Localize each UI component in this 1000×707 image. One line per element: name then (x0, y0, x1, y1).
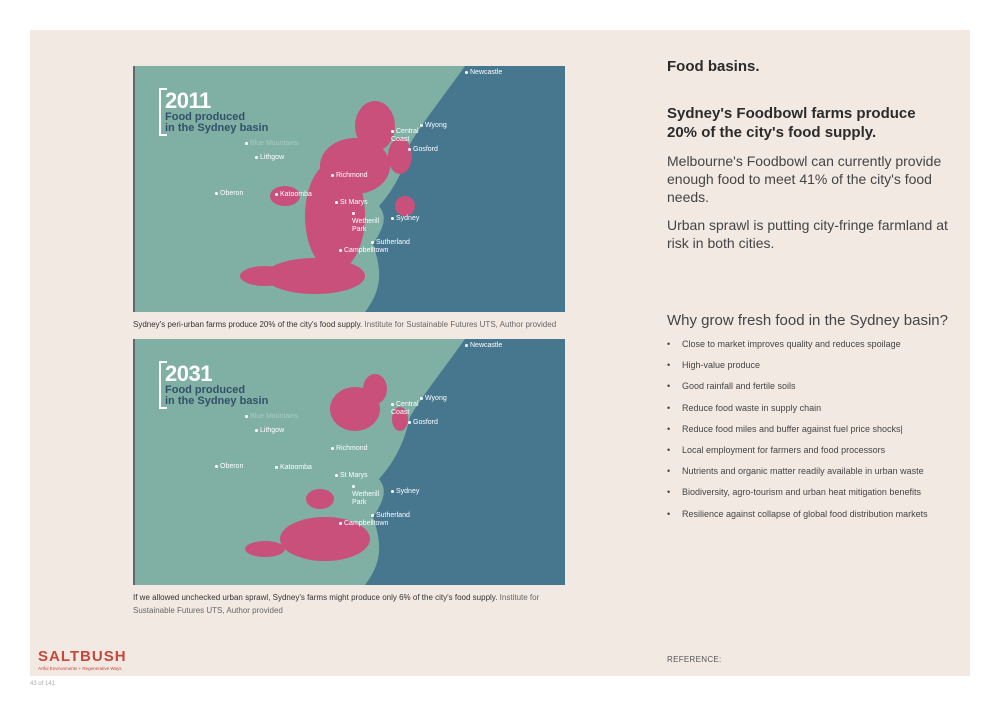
town-label: Central Coast (391, 128, 421, 144)
reference-label: REFERENCE: (667, 655, 722, 664)
map-subtitle: Food produced in the Sydney basin (165, 111, 269, 134)
town-label: Richmond (331, 172, 368, 179)
logo-tagline: Artful Environments + Regenerative Ways (38, 666, 122, 671)
bullet-list: Close to market improves quality and red… (667, 337, 957, 528)
map-caption: If we allowed unchecked urban sprawl, Sy… (133, 591, 573, 617)
map-2031-graphic (245, 339, 565, 585)
page-number: 43 of 141 (30, 681, 56, 687)
map-2011: 2011 Food produced in the Sydney basin N… (133, 66, 565, 312)
map-bracket (159, 361, 167, 409)
town-label: Lithgow (255, 427, 284, 434)
caption-source: Institute for Sustainable Futures UTS, A… (133, 593, 540, 615)
page-title: Food basins. (667, 58, 760, 75)
town-label: Wyong (420, 122, 447, 129)
paragraph: Melbourne's Foodbowl can currently provi… (667, 153, 942, 205)
map-year: 2011 (165, 88, 211, 113)
list-item: Local employment for farmers and food pr… (667, 443, 957, 464)
saltbush-logo: SALTBUSH Artful Environments + Regenerat… (38, 648, 127, 671)
list-item: Close to market improves quality and red… (667, 337, 957, 358)
town-label: Wetherill Park (352, 210, 382, 234)
town-label: Sydney (391, 215, 419, 222)
list-item: Reduce food miles and buffer against fue… (667, 422, 957, 443)
town-label: Campbelltown (339, 520, 388, 527)
map-caption: Sydney's peri-urban farms produce 20% of… (133, 318, 573, 331)
town-label: Wetherill Park (352, 483, 382, 507)
list-item: High-value produce (667, 358, 957, 379)
town-label: Central Coast (391, 401, 421, 417)
town-label: Katoomba (275, 464, 312, 471)
town-label: Oberon (215, 190, 243, 197)
town-label: Blue Mountains (245, 413, 298, 420)
town-label: Newcastle (465, 342, 502, 349)
section-heading: Why grow fresh food in the Sydney basin? (667, 312, 948, 329)
town-label: Wyong (420, 395, 447, 402)
map-2011-graphic (240, 66, 565, 312)
town-label: Newcastle (465, 69, 502, 76)
list-item: Resilience against collapse of global fo… (667, 507, 957, 528)
caption-source: Institute for Sustainable Futures UTS, A… (364, 320, 557, 329)
town-label: Oberon (215, 463, 243, 470)
map-subtitle: Food produced in the Sydney basin (165, 384, 269, 407)
town-label: Blue Mountains (245, 140, 298, 147)
town-label: Sutherland (371, 512, 410, 519)
town-label: Gosford (408, 419, 438, 426)
map-year: 2031 (165, 361, 212, 386)
town-label: Gosford (408, 146, 438, 153)
town-label: St Marys (335, 199, 368, 206)
list-item: Reduce food waste in supply chain (667, 401, 957, 422)
logo-wordmark: SALTBUSH (38, 648, 127, 665)
town-label: Lithgow (255, 154, 284, 161)
town-label: Sydney (391, 488, 419, 495)
list-item: Nutrients and organic matter readily ava… (667, 464, 957, 485)
town-label: Campbelltown (339, 247, 388, 254)
caption-main: Sydney's peri-urban farms produce 20% of… (133, 320, 363, 329)
list-item: Biodiversity, agro-tourism and urban hea… (667, 485, 957, 506)
map-2031: 2031 Food produced in the Sydney basin N… (133, 339, 565, 585)
town-label: Richmond (331, 445, 368, 452)
caption-main: If we allowed unchecked urban sprawl, Sy… (133, 593, 498, 602)
town-label: St Marys (335, 472, 368, 479)
paragraph: Urban sprawl is putting city-fringe farm… (667, 217, 948, 251)
headline: Sydney's Foodbowl farms produce 20% of t… (667, 105, 916, 141)
town-label: Sutherland (371, 239, 410, 246)
list-item: Good rainfall and fertile soils (667, 379, 957, 400)
town-label: Katoomba (275, 191, 312, 198)
map-bracket (159, 88, 167, 136)
